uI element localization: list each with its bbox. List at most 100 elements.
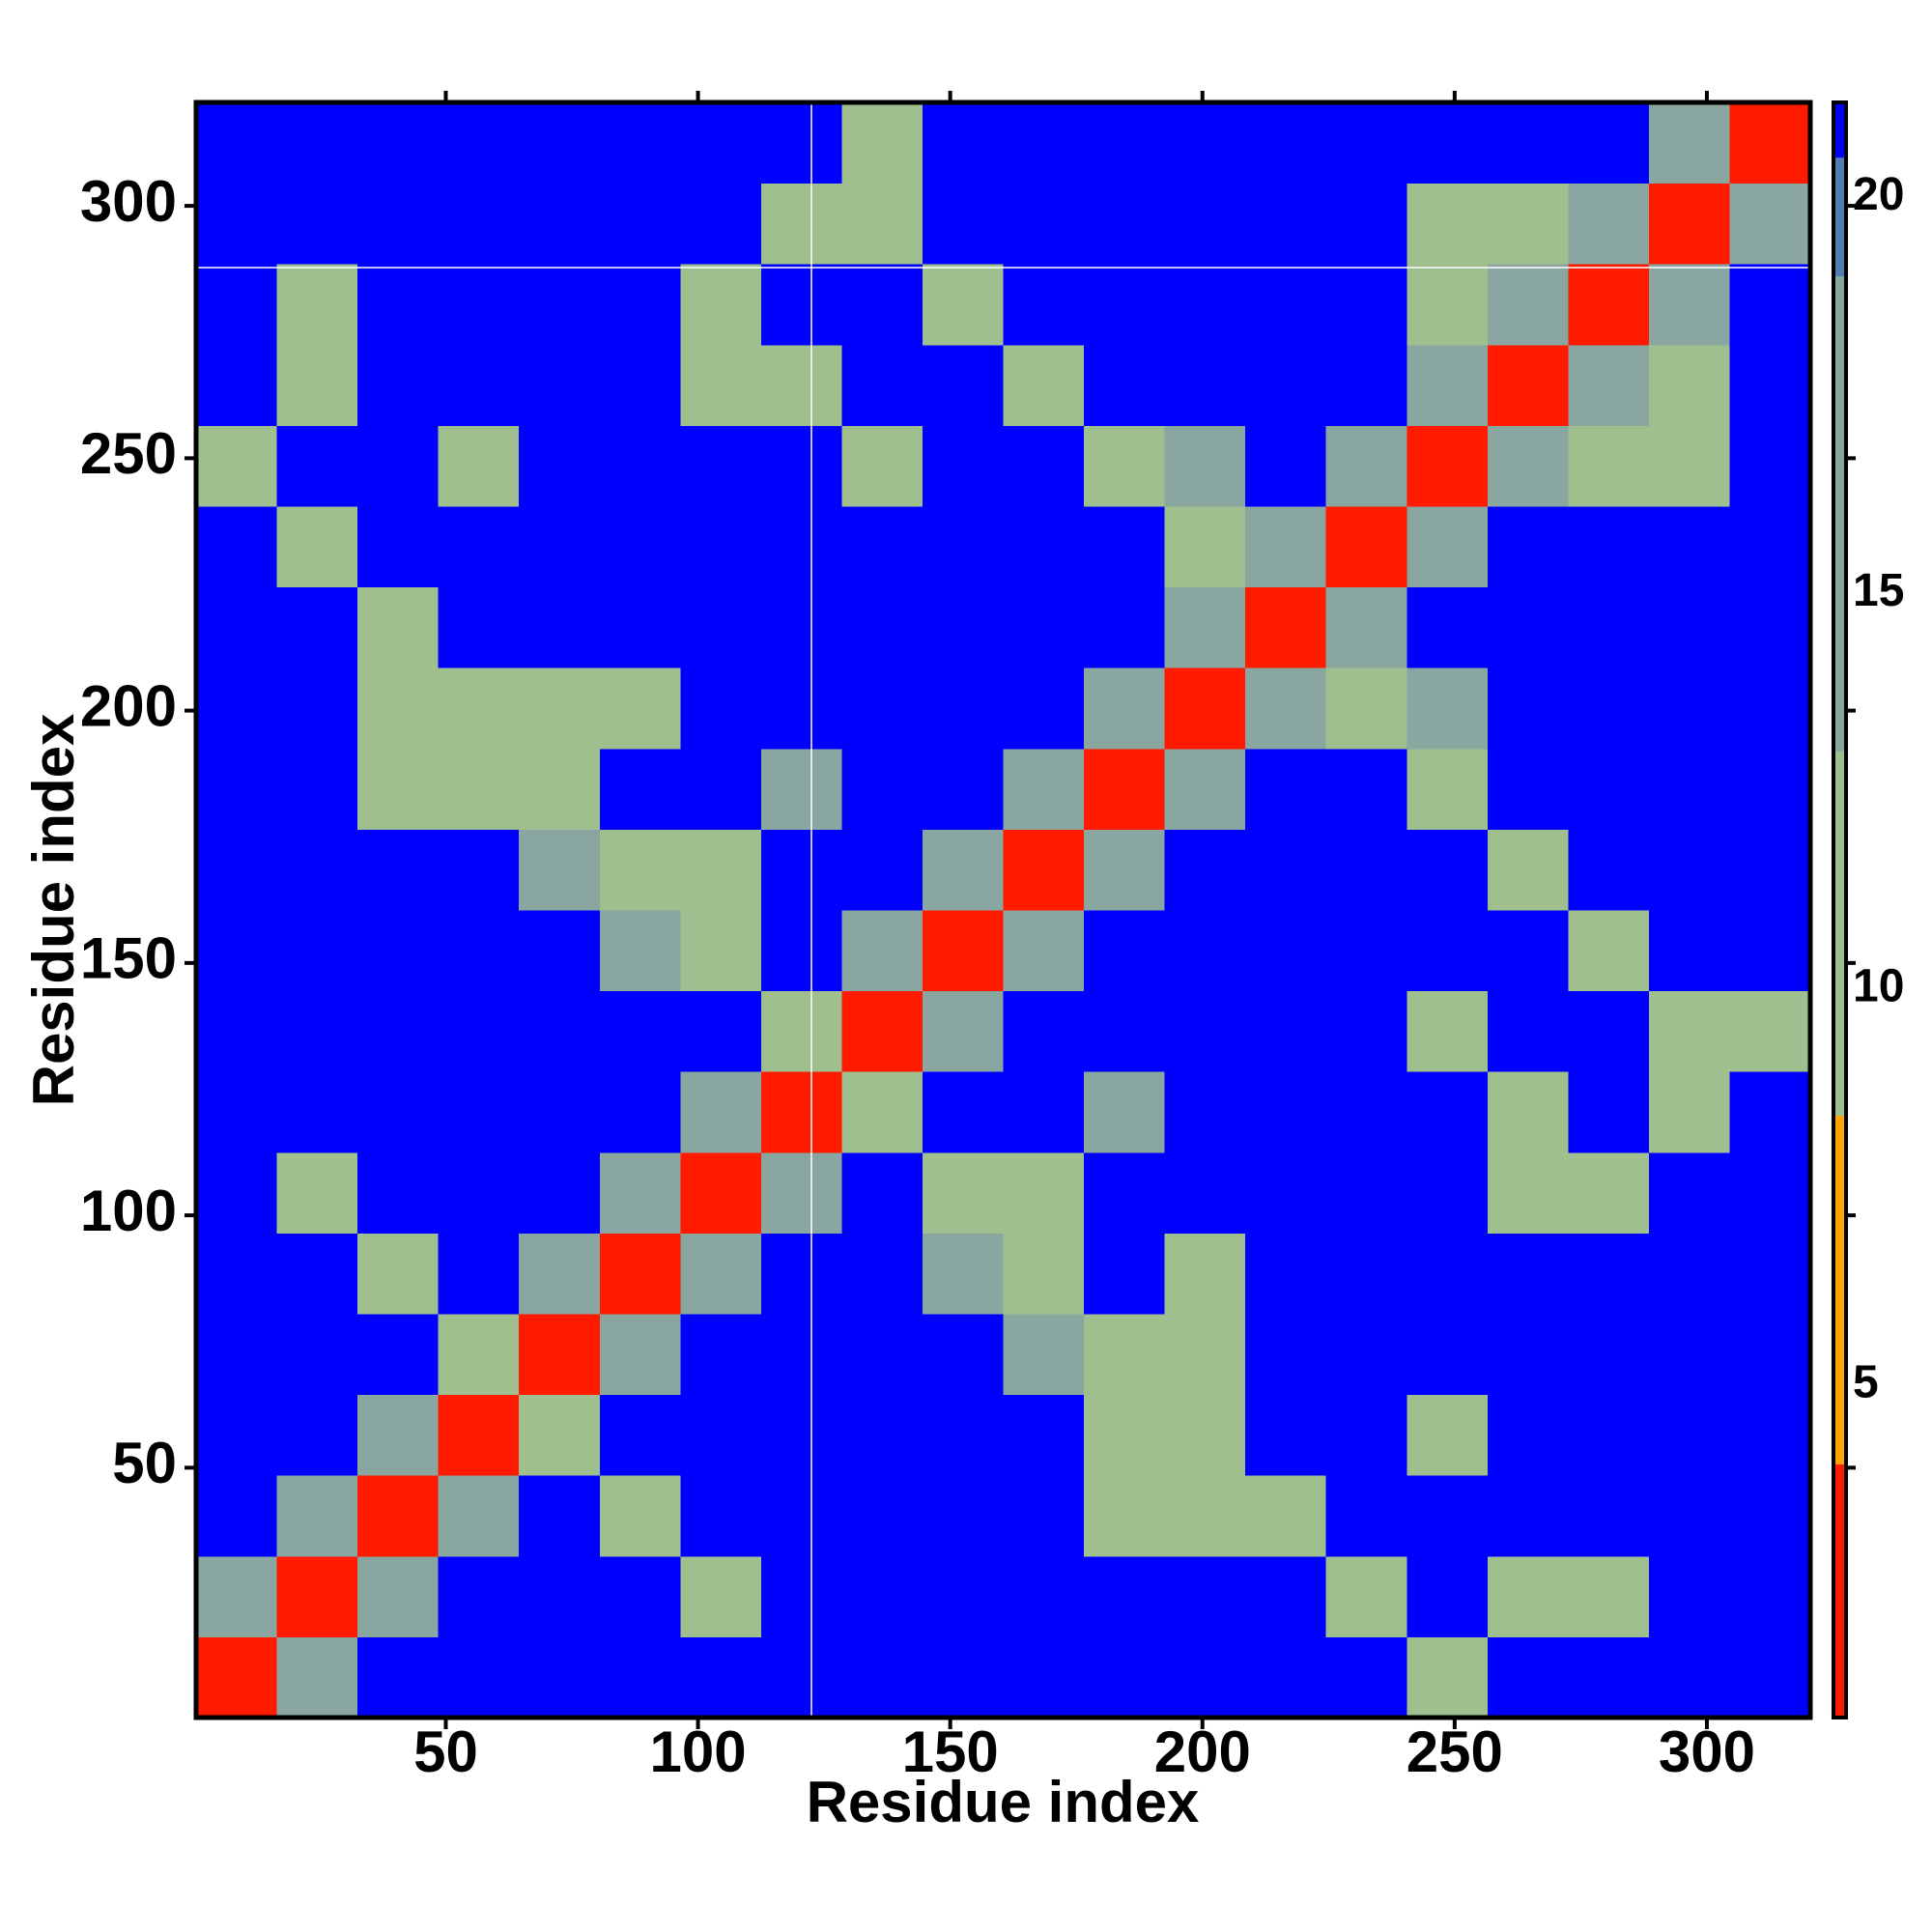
heatmap-cell <box>196 264 278 346</box>
heatmap-cell <box>438 748 520 830</box>
heatmap-cell <box>1648 1314 1730 1396</box>
heatmap-cell <box>1487 264 1569 346</box>
heatmap-cell <box>1568 668 1650 750</box>
heatmap-cell <box>1164 1071 1246 1153</box>
heatmap-cell <box>1325 829 1407 911</box>
heatmap-cell <box>357 1071 440 1153</box>
colorbar-segment <box>1833 752 1846 1117</box>
heatmap-cell <box>922 1636 1004 1719</box>
heatmap-cell <box>680 668 762 750</box>
heatmap-cell <box>1406 102 1489 185</box>
heatmap-cell <box>1325 1394 1407 1476</box>
x-tick-label: 300 <box>1659 1719 1755 1784</box>
heatmap-cell <box>680 1071 762 1153</box>
heatmap-cell <box>196 1314 278 1396</box>
heatmap-cell <box>1325 668 1407 750</box>
heatmap-cell <box>760 586 842 668</box>
heatmap-cell <box>276 506 358 588</box>
heatmap-cell <box>599 910 681 992</box>
heatmap-cell <box>1406 1475 1489 1557</box>
heatmap-cell <box>760 910 842 992</box>
heatmap-cell <box>196 344 278 426</box>
heatmap-cell <box>438 102 520 185</box>
heatmap-cell <box>357 829 440 911</box>
heatmap-cell <box>357 1151 440 1234</box>
heatmap-cell <box>922 183 1004 265</box>
heatmap-cell <box>1648 506 1730 588</box>
heatmap-cell <box>922 344 1004 426</box>
heatmap-cell <box>680 425 762 507</box>
heatmap-cell <box>1245 183 1327 265</box>
heatmap-cell <box>1003 1314 1085 1396</box>
heatmap-cell <box>1729 1636 1811 1719</box>
heatmap-cell <box>1164 910 1246 992</box>
heatmap-cell <box>760 1233 842 1315</box>
heatmap-cell <box>1406 344 1489 426</box>
heatmap-cell <box>1164 829 1246 911</box>
heatmap-cell <box>196 1394 278 1476</box>
heatmap-cell <box>922 910 1004 992</box>
heatmap-cell <box>1003 1555 1085 1637</box>
colorbar-tick-label: 10 <box>1853 961 1904 1012</box>
heatmap-cell <box>1729 102 1811 185</box>
heatmap-cell <box>1003 1636 1085 1719</box>
y-tick-label: 250 <box>80 421 177 486</box>
heatmap-cell <box>599 586 681 668</box>
heatmap-cell <box>1164 586 1246 668</box>
heatmap-cell <box>1084 586 1166 668</box>
heatmap-cell <box>680 1151 762 1234</box>
x-tick-label: 150 <box>902 1719 999 1784</box>
heatmap-cell <box>357 183 440 265</box>
heatmap-cell <box>841 264 923 346</box>
heatmap-cell <box>760 1071 842 1153</box>
heatmap-cell <box>1003 102 1085 185</box>
heatmap-cell <box>519 1314 601 1396</box>
x-tick-label: 100 <box>650 1719 747 1784</box>
heatmap-cell <box>922 1475 1004 1557</box>
heatmap-cell <box>599 506 681 588</box>
heatmap-cell <box>680 183 762 265</box>
heatmap-cell <box>276 1394 358 1476</box>
heatmap-cell <box>1487 1636 1569 1719</box>
x-axis-title: Residue index <box>807 1770 1200 1834</box>
heatmap-cell <box>276 1151 358 1234</box>
heatmap-cell <box>438 990 520 1072</box>
heatmap-cell <box>1084 183 1166 265</box>
heatmap-cell <box>519 183 601 265</box>
heatmap-cell <box>1648 183 1730 265</box>
heatmap-cell <box>599 102 681 185</box>
heatmap-cell <box>357 1394 440 1476</box>
heatmap-cell <box>1084 264 1166 346</box>
heatmap-cell <box>1245 264 1327 346</box>
heatmap-cell <box>1729 1555 1811 1637</box>
heatmap-cell <box>1003 264 1085 346</box>
heatmap-cell <box>599 264 681 346</box>
heatmap-cell <box>1003 1475 1085 1557</box>
heatmap-cell <box>1003 748 1085 830</box>
heatmap-cell <box>276 1314 358 1396</box>
heatmap-cell <box>438 1636 520 1719</box>
heatmap-cell <box>922 748 1004 830</box>
heatmap-cell <box>1245 1394 1327 1476</box>
heatmap-cell <box>1406 1151 1489 1234</box>
heatmap-cell <box>1325 1555 1407 1637</box>
heatmap-cell <box>599 1475 681 1557</box>
heatmap-cell <box>1325 425 1407 507</box>
heatmap-cell <box>1084 1636 1166 1719</box>
heatmap-cell <box>1648 586 1730 668</box>
y-axis-title: Residue index <box>21 714 86 1107</box>
heatmap-cell <box>438 1555 520 1637</box>
heatmap-cell <box>1568 1233 1650 1315</box>
heatmap-cell <box>1568 183 1650 265</box>
heatmap-cell <box>1325 1071 1407 1153</box>
heatmap-cell <box>1245 829 1327 911</box>
heatmap-cell <box>1084 102 1166 185</box>
heatmap-cell <box>1648 910 1730 992</box>
heatmap-cell <box>1003 1071 1085 1153</box>
heatmap-cell <box>357 344 440 426</box>
heatmap-cell <box>1245 1233 1327 1315</box>
heatmap-cell <box>1164 668 1246 750</box>
heatmap-cell <box>1568 264 1650 346</box>
heatmap-cell <box>680 102 762 185</box>
heatmap-cell <box>438 1071 520 1153</box>
